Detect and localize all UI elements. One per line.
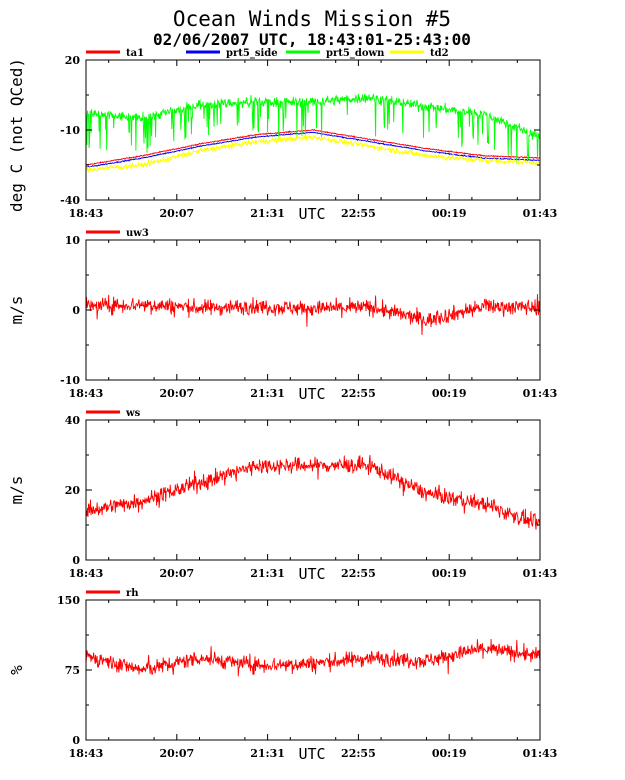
x-tick-label: 21:31 <box>250 747 285 760</box>
legend-label-prt5_side: prt5_side <box>226 48 278 59</box>
x-tick-label: 18:43 <box>69 207 104 220</box>
x-tick-label: 21:31 <box>250 387 285 400</box>
x-tick-label: 18:43 <box>69 567 104 580</box>
series-line-prt5_side <box>85 131 541 168</box>
x-tick-label: 22:55 <box>341 747 376 760</box>
y-axis-label: % <box>7 665 26 675</box>
x-tick-label: 18:43 <box>69 747 104 760</box>
series-line-td2 <box>85 133 541 173</box>
y-tick-label: -40 <box>60 194 80 207</box>
x-tick-label: 20:07 <box>159 207 194 220</box>
x-axis-unit: UTC <box>298 205 325 223</box>
chart-title: Ocean Winds Mission #5 <box>173 7 451 31</box>
x-axis-unit: UTC <box>298 385 325 403</box>
y-tick-label: 75 <box>65 664 80 677</box>
x-tick-label: 00:19 <box>432 387 467 400</box>
y-tick-label: -10 <box>60 124 80 137</box>
series-line-ws <box>85 454 541 530</box>
y-tick-label: 20 <box>65 54 81 67</box>
chart-subtitle: 02/06/2007 UTC, 18:43:01-25:43:00 <box>153 30 471 49</box>
y-tick-label: 10 <box>65 234 81 247</box>
y-axis-label: m/s <box>7 296 26 325</box>
series-line-rh <box>85 638 541 677</box>
y-tick-label: 0 <box>72 734 80 747</box>
y-tick-label: 150 <box>57 594 80 607</box>
x-tick-label: 00:19 <box>432 747 467 760</box>
x-tick-label: 18:43 <box>69 387 104 400</box>
x-tick-label: 22:55 <box>341 207 376 220</box>
legend-label-td2: td2 <box>430 48 449 59</box>
x-tick-label: 22:55 <box>341 567 376 580</box>
legend-label-rh: rh <box>126 588 139 599</box>
y-axis-label: deg C (not QCed) <box>7 58 26 212</box>
y-tick-label: -10 <box>60 374 80 387</box>
x-tick-label: 01:43 <box>523 747 558 760</box>
y-tick-label: 20 <box>65 484 81 497</box>
x-tick-label: 00:19 <box>432 567 467 580</box>
x-tick-label: 20:07 <box>159 387 194 400</box>
panel-3: ws 40 20 018:43 20:07 21:31 22:55 00:19 01:43 UTC… <box>7 408 557 583</box>
legend-label-ws: ws <box>125 408 141 419</box>
x-tick-label: 01:43 <box>523 387 558 400</box>
x-axis-unit: UTC <box>298 565 325 583</box>
legend-label-uw3: uw3 <box>126 228 149 239</box>
series-line-uw3 <box>85 294 541 336</box>
y-tick-label: 40 <box>65 414 81 427</box>
y-axis-label: m/s <box>7 476 26 505</box>
plot-frame <box>85 419 541 561</box>
x-tick-label: 22:55 <box>341 387 376 400</box>
x-tick-label: 20:07 <box>159 747 194 760</box>
y-tick-label: 0 <box>72 304 80 317</box>
x-tick-label: 20:07 <box>159 567 194 580</box>
x-tick-label: 21:31 <box>250 567 285 580</box>
x-tick-label: 01:43 <box>523 207 558 220</box>
x-axis-unit: UTC <box>298 745 325 763</box>
y-tick-label: 0 <box>72 554 80 567</box>
panel-4: rh 150 75 018:43 20:07 21:31 22:55 00:19 01:43 UT… <box>7 588 557 763</box>
x-tick-label: 01:43 <box>523 567 558 580</box>
series-line-ta1 <box>86 128 541 166</box>
x-tick-label: 00:19 <box>432 207 467 220</box>
series-line-prt5_down <box>85 93 541 164</box>
legend-label-ta1: ta1 <box>126 48 144 59</box>
legend-label-prt5_down: prt5_down <box>326 48 385 59</box>
x-tick-label: 21:31 <box>250 207 285 220</box>
